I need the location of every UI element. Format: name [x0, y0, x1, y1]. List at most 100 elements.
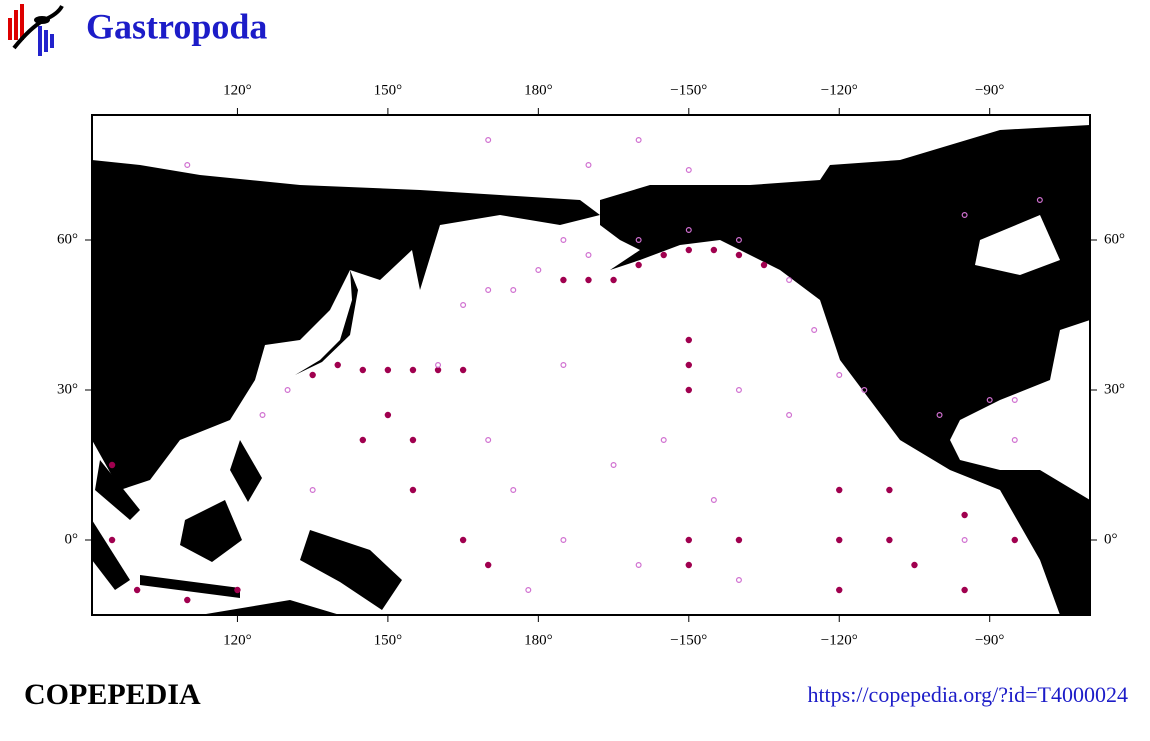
occurrence: [836, 486, 843, 494]
occurrence: [460, 302, 467, 309]
land: [92, 125, 1090, 615]
map-frame: [91, 114, 1091, 616]
occurrence: [585, 162, 592, 169]
occurrence: [710, 497, 717, 504]
occurrence: [610, 462, 617, 469]
url[interactable]: https://copepedia.org/?id=T4000024: [807, 682, 1128, 707]
occurrence: [635, 561, 642, 568]
occurrence: [585, 276, 592, 284]
x-tick-label: −120°: [821, 82, 858, 98]
occurrence: [936, 412, 943, 419]
y-tick-label: 0°: [65, 531, 79, 547]
occurrence: [184, 596, 191, 604]
occurrence: [585, 252, 592, 259]
occurrence: [184, 162, 191, 169]
y-tick-label: 0°: [1104, 531, 1118, 547]
occurrence: [635, 261, 642, 269]
x-tick-label: −90°: [975, 82, 1004, 98]
occurrence: [685, 167, 692, 174]
occurrence: [435, 362, 442, 369]
x-tick-label: 120°: [223, 632, 252, 648]
occurrence: [510, 487, 517, 494]
occurrence: [735, 576, 742, 583]
logo: [8, 4, 64, 56]
occurrence: [710, 246, 718, 254]
occurrence: [309, 371, 316, 379]
occurrence: [961, 586, 968, 594]
title: Gastropoda: [86, 6, 267, 46]
x-tick-label: 180°: [524, 82, 553, 98]
occurrence: [535, 267, 542, 274]
occurrence: [836, 536, 843, 544]
occurrence: [911, 561, 918, 569]
occurrence: [1011, 536, 1018, 544]
occurrence: [434, 366, 442, 374]
occurrence: [108, 536, 116, 544]
occurrence: [384, 366, 392, 374]
occurrence: [309, 487, 316, 494]
occurrences: [108, 137, 1043, 604]
occurrence: [525, 586, 532, 593]
occurrence: [510, 287, 517, 294]
occurrence: [685, 536, 692, 544]
occurrence: [685, 336, 692, 344]
hudson-bay: [975, 215, 1060, 275]
occurrence: [760, 261, 768, 269]
brand: COPEPEDIA: [24, 678, 201, 711]
occurrence: [1011, 397, 1018, 404]
occurrence: [409, 436, 417, 444]
occurrence: [685, 561, 692, 569]
x-tick-label: 180°: [524, 632, 553, 648]
occurrence: [1011, 437, 1018, 444]
occurrence: [685, 246, 692, 254]
occurrence: [108, 461, 116, 469]
occurrence: [635, 137, 642, 144]
x-tick-label: 120°: [223, 82, 252, 98]
occurrence: [685, 361, 692, 369]
occurrence: [1036, 197, 1043, 204]
occurrence: [735, 251, 743, 259]
x-tick-label: −150°: [670, 82, 707, 98]
x-tick-label: 150°: [374, 82, 403, 98]
x-tick-label: 150°: [374, 632, 403, 648]
occurrence: [485, 437, 492, 444]
occurrence: [284, 387, 291, 394]
occurrence: [986, 397, 993, 404]
occurrence: [961, 536, 968, 543]
x-tick-label: −150°: [670, 632, 707, 648]
x-tick-label: −120°: [821, 632, 858, 648]
occurrence: [735, 237, 742, 244]
occurrence: [485, 137, 492, 144]
occurrence: [886, 536, 893, 544]
occurrence: [786, 412, 793, 419]
occurrence: [409, 366, 417, 374]
occurrence: [836, 586, 843, 594]
occurrence: [459, 366, 467, 374]
occurrence: [560, 237, 567, 244]
occurrence: [660, 251, 667, 259]
occurrence: [685, 227, 692, 234]
occurrence: [861, 387, 868, 394]
occurrence: [961, 212, 968, 219]
occurrence: [786, 277, 793, 284]
occurrence: [259, 412, 266, 419]
occurrence: [610, 276, 617, 284]
occurrence: [685, 386, 692, 394]
occurrence: [359, 436, 367, 444]
occurrence: [334, 361, 341, 369]
occurrence: [660, 437, 667, 444]
occurrence: [886, 486, 893, 494]
occurrence: [560, 276, 567, 284]
occurrence: [735, 387, 742, 394]
y-tick-label: 30°: [57, 381, 78, 397]
occurrence: [459, 536, 467, 544]
occurrence: [484, 561, 492, 569]
occurrence: [635, 237, 642, 244]
y-tick-label: 30°: [1104, 381, 1125, 397]
occurrence: [560, 362, 567, 369]
occurrence: [234, 586, 241, 594]
y-tick-label: 60°: [57, 231, 78, 247]
occurrence: [836, 372, 843, 379]
occurrence: [384, 411, 392, 419]
